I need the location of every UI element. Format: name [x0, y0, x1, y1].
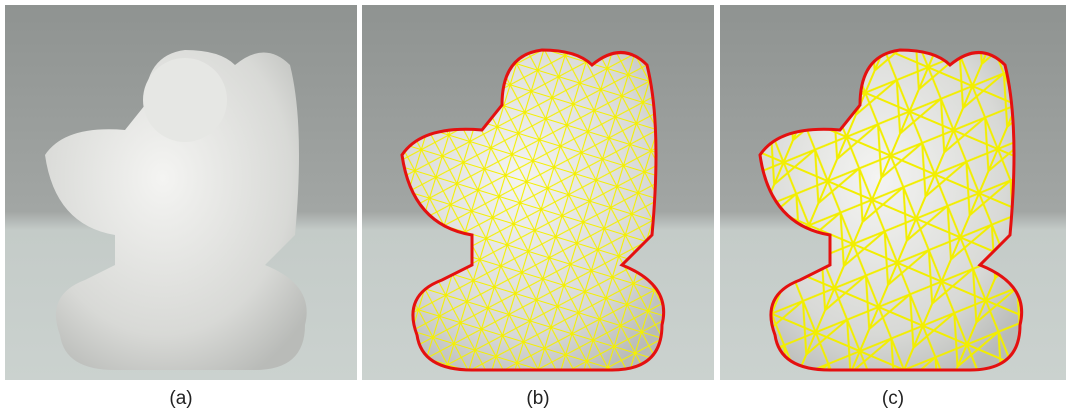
panel-c [720, 5, 1066, 380]
caption: (a) [169, 388, 192, 409]
caption: (c) [882, 388, 904, 409]
figure: (a) (b) (c) [0, 0, 1071, 413]
head [143, 58, 227, 142]
caption: (b) [526, 388, 549, 409]
panel-b [362, 5, 714, 380]
panel-a [5, 5, 357, 380]
